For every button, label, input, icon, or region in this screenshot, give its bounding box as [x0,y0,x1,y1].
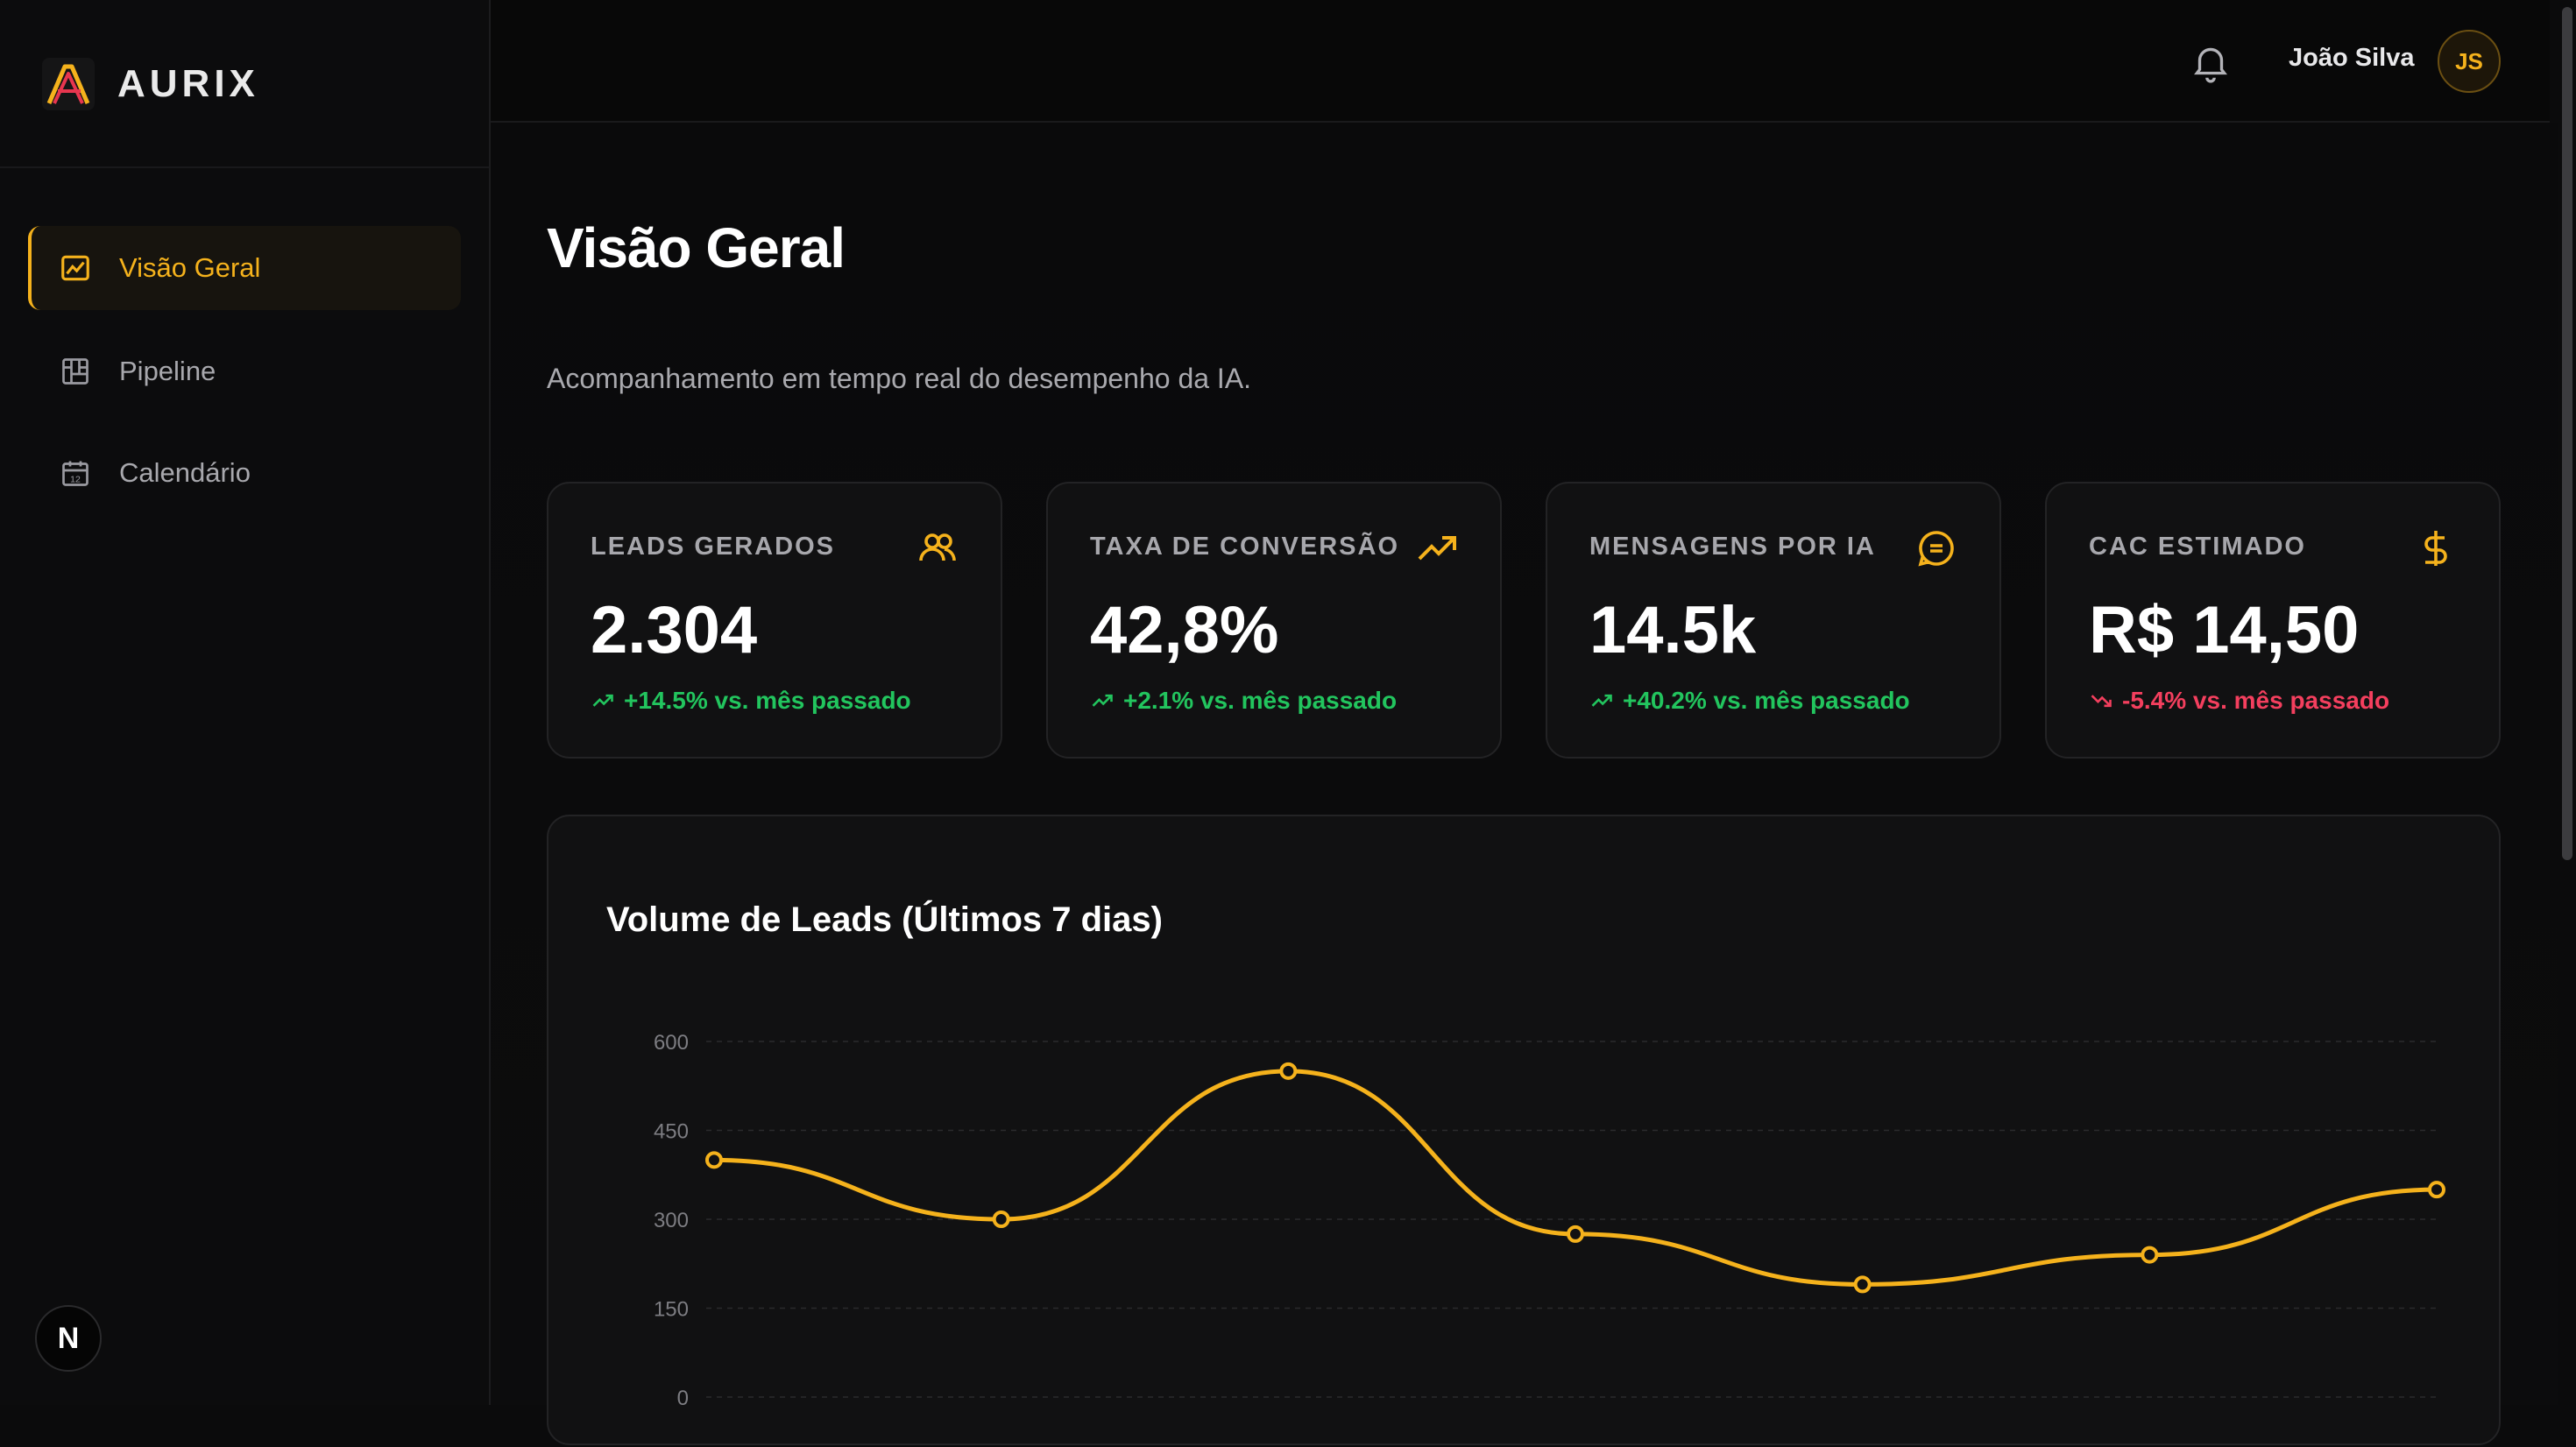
trending-up-icon [1418,536,1456,561]
leads-line-chart: 600 450 300 150 0 [654,1031,2445,1410]
sidebar-item-visao-geral[interactable]: Visão Geral [28,226,461,310]
brand[interactable]: AURIX [42,53,259,116]
kpi-delta-text: +14.5% vs. mês passado [624,687,911,714]
kpi-delta: +2.1% vs. mês passado [1090,687,1397,715]
users-icon [919,533,956,561]
sidebar-item-label: Pipeline [119,356,216,386]
y-tick-label: 0 [677,1387,689,1410]
avatar[interactable]: JS [2438,30,2501,93]
leads-chart-panel: Volume de Leads (Últimos 7 dias) 600 450 3… [547,815,2501,1445]
svg-text:12: 12 [70,475,81,485]
data-point[interactable] [2141,1246,2159,1264]
chart-image-icon [58,251,93,286]
y-tick-label: 300 [654,1209,689,1232]
scrollbar-thumb[interactable] [2562,7,2572,860]
kpi-value: 14.5k [1589,593,1757,667]
kpi-delta: +14.5% vs. mês passado [591,687,911,715]
kanban-icon [58,354,93,389]
kpi-label: CAC ESTIMADO [2089,533,2306,561]
framework-badge-letter: N [57,1321,80,1355]
data-point[interactable] [992,1211,1010,1228]
top-bar [491,0,2550,123]
kpi-card-conversion: TAXA DE CONVERSÃO 42,8% +2.1% vs. mês pa… [1046,482,1502,759]
sidebar: AURIX Visão Geral Pipeline 12 [0,0,491,1405]
sidebar-item-label: Visão Geral [119,252,261,283]
data-point[interactable] [705,1151,723,1169]
trend-down-icon [2091,695,2112,708]
data-point[interactable] [1567,1225,1584,1243]
kpi-delta-text: -5.4% vs. mês passado [2122,687,2390,714]
trend-up-icon [1591,694,1612,707]
sidebar-item-label: Calendário [119,457,251,488]
data-point[interactable] [1279,1062,1298,1080]
framework-badge[interactable]: N [35,1305,102,1372]
kpi-delta-text: +40.2% vs. mês passado [1623,687,1910,714]
kpi-label: MENSAGENS POR IA [1589,533,1876,561]
y-tick-label: 150 [654,1298,689,1322]
bell-icon[interactable] [2189,40,2233,84]
avatar-initials: JS [2455,47,2483,74]
kpi-value: 2.304 [591,593,758,667]
kpi-value: 42,8% [1090,593,1279,667]
y-tick-label: 600 [654,1031,689,1055]
scrollbar[interactable] [2558,0,2576,1405]
kpi-label: TAXA DE CONVERSÃO [1090,533,1400,561]
kpi-card-cac: CAC ESTIMADO R$ 14,50 -5.4% vs. mês pass… [2045,482,2501,759]
kpi-card-messages: MENSAGENS POR IA 14.5k +40.2% vs. mês pa… [1546,482,2001,759]
brand-name: AURIX [117,62,259,105]
kpi-delta-text: +2.1% vs. mês passado [1123,687,1398,714]
sidebar-item-calendario[interactable]: 12 Calendário [28,431,461,515]
kpi-delta: +40.2% vs. mês passado [1589,687,1910,715]
user-name[interactable]: João Silva [2289,44,2415,72]
message-icon [1918,531,1954,567]
dollar-icon [2424,531,2447,566]
page-title: Visão Geral [547,216,846,279]
page-subtitle: Acompanhamento em tempo real do desempen… [547,363,1252,394]
y-tick-label: 450 [654,1120,689,1144]
trend-up-icon [1092,694,1113,707]
calendar-icon: 12 [58,455,93,491]
data-point[interactable] [2428,1181,2445,1199]
kpi-card-leads: LEADS GERADOS 2.304 +14.5% vs. mês passa… [547,482,1002,759]
series-line [711,1069,2439,1287]
data-point[interactable] [1853,1275,1872,1294]
sidebar-divider [0,166,489,168]
chart-title: Volume de Leads (Últimos 7 dias) [606,900,1163,939]
aurix-logo-icon [42,58,95,110]
trend-up-icon [592,694,613,707]
kpi-label: LEADS GERADOS [591,533,835,561]
kpi-delta: -5.4% vs. mês passado [2089,687,2389,715]
sidebar-item-pipeline[interactable]: Pipeline [28,329,461,413]
kpi-value: R$ 14,50 [2089,593,2360,667]
